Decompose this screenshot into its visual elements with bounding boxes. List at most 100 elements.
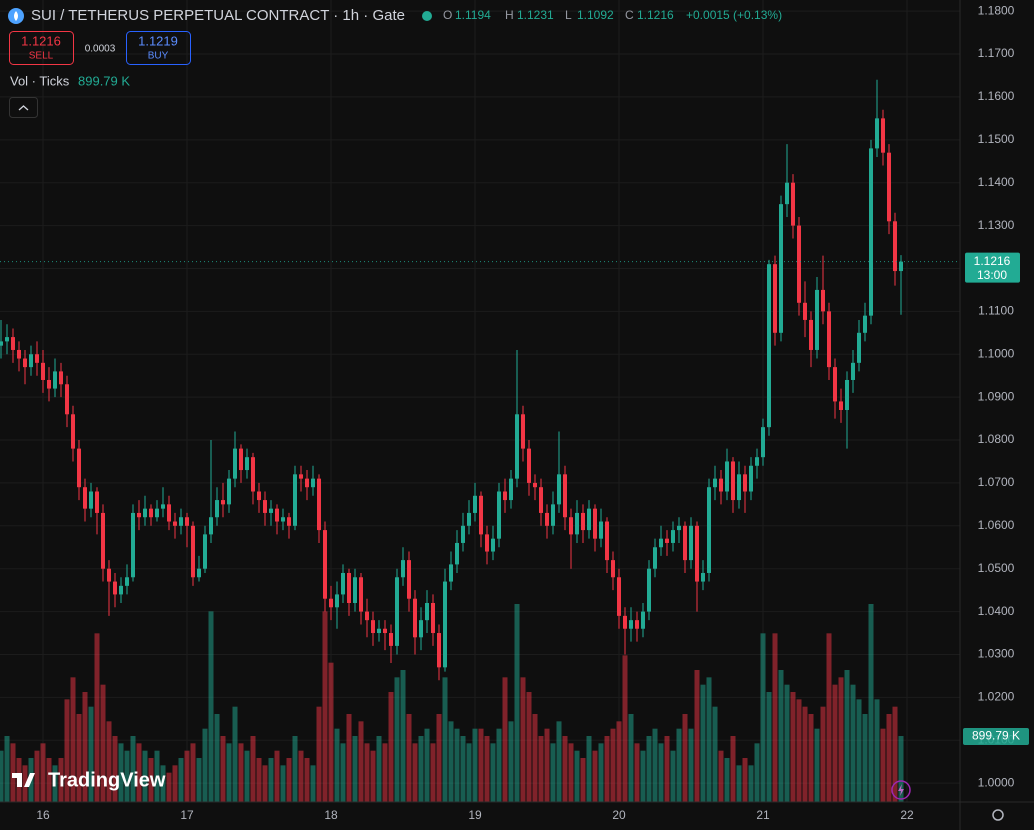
candle-body: [395, 577, 399, 646]
volume-bar: [856, 699, 862, 802]
buy-box[interactable]: [126, 31, 191, 65]
y-tick-label: 1.0700: [978, 475, 1015, 489]
sell-price[interactable]: 1.1216: [21, 33, 61, 48]
candle-body: [659, 538, 663, 548]
volume-bar: [838, 677, 844, 802]
candle-body: [131, 512, 135, 578]
change: +0.0015 (+0.13%): [686, 8, 782, 22]
y-tick-label: 1.1600: [978, 89, 1015, 103]
candle-body: [149, 508, 153, 518]
y-tick-label: 1.0900: [978, 389, 1015, 403]
volume-bar: [112, 736, 118, 802]
volume-bar: [796, 699, 802, 802]
candle-body: [137, 512, 141, 518]
candle-body: [329, 598, 333, 608]
candle-body: [305, 478, 309, 488]
volume-bar: [664, 736, 670, 802]
volume-bar: [652, 728, 658, 802]
candle-body: [473, 495, 477, 513]
alert-glyph[interactable]: [898, 784, 904, 796]
last-price-label: 1.1216: [974, 254, 1011, 268]
volume-bar: [262, 765, 268, 802]
candle-body: [485, 534, 489, 552]
y-tick-label: 1.0500: [978, 561, 1015, 575]
candle-body: [287, 517, 291, 526]
volume-bar: [244, 750, 250, 802]
volume-bar: [790, 692, 796, 802]
volume-bar: [538, 736, 544, 802]
candle-body: [407, 560, 411, 599]
candle-body: [497, 491, 501, 539]
candle-body: [227, 478, 231, 505]
candle-body: [623, 615, 627, 629]
y-tick-label: 1.0400: [978, 604, 1015, 618]
candle-body: [29, 354, 33, 368]
volume-bar: [694, 670, 700, 802]
volume-bar: [166, 772, 172, 802]
candle-body: [671, 530, 675, 543]
alert-icon[interactable]: [891, 780, 911, 800]
volume-bar: [496, 728, 502, 802]
volume-bar: [760, 633, 766, 802]
y-tick-label: 1.0200: [978, 690, 1015, 704]
buy-price[interactable]: 1.1219: [138, 33, 178, 48]
collapse-box[interactable]: [9, 97, 38, 118]
volume-bar: [304, 758, 310, 802]
candle-body: [527, 448, 531, 483]
candle-body: [221, 500, 225, 505]
volume-bar: [550, 743, 556, 802]
volume-bar: [124, 750, 130, 802]
candle-body: [155, 508, 159, 518]
candle-body: [893, 221, 897, 272]
volume-bar: [688, 728, 694, 802]
candle-body: [341, 572, 345, 595]
volume-bar: [544, 728, 550, 802]
candle-body: [881, 118, 885, 153]
settings-icon[interactable]: [992, 809, 1004, 821]
candle-body: [173, 521, 177, 526]
volume-bar: [214, 714, 220, 802]
volume-bar: [718, 750, 724, 802]
collapse-icon[interactable]: [18, 105, 29, 111]
volume-bar: [190, 743, 196, 802]
y-tick-label: 1.0800: [978, 432, 1015, 446]
candle-body: [65, 384, 69, 415]
candle-body: [503, 491, 507, 501]
y-tick-label: 1.1500: [978, 132, 1015, 146]
candle-body: [833, 367, 837, 402]
buy-label[interactable]: BUY: [148, 51, 169, 62]
candle-body: [563, 474, 567, 518]
volume-bar: [586, 736, 592, 802]
x-tick-label: 17: [180, 808, 194, 822]
candle-body: [299, 474, 303, 479]
volume-bar: [442, 677, 448, 802]
volume-bar: [556, 721, 562, 802]
candle-body: [629, 620, 633, 629]
volume-bar: [70, 677, 76, 802]
volume-bar: [898, 736, 904, 802]
candle-body: [791, 182, 795, 226]
collapse-button[interactable]: [9, 97, 38, 118]
y-tick-label: 1.1000: [978, 346, 1015, 360]
volume-bar: [862, 714, 868, 802]
sell-button[interactable]: 1.1216 SELL: [9, 31, 74, 65]
price-labels: 1.00001.01001.02001.03001.04001.05001.06…: [0, 3, 1029, 822]
volume-bar: [466, 743, 472, 802]
candle-body: [839, 401, 843, 411]
volume-bar: [406, 714, 412, 802]
candle-body: [635, 620, 639, 629]
volume-bar: [766, 692, 772, 802]
candle-body: [479, 495, 483, 535]
sell-label[interactable]: SELL: [29, 51, 54, 62]
candle-body: [899, 261, 903, 272]
candle-body: [575, 512, 579, 535]
volume-bar: [874, 699, 880, 802]
x-tick-label: 22: [900, 808, 914, 822]
volume-bar: [58, 758, 64, 802]
volume-bar: [646, 736, 652, 802]
buy-button[interactable]: 1.1219 BUY: [126, 31, 191, 65]
volume-bar: [106, 721, 112, 802]
volume-bar: [460, 736, 466, 802]
sell-box[interactable]: [9, 31, 74, 65]
volume-bar: [490, 743, 496, 802]
